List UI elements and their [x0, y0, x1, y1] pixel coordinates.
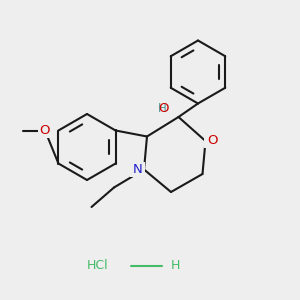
Bar [38, 123, 52, 138]
Bar [130, 162, 146, 177]
Text: N: N [133, 163, 143, 176]
Text: O: O [207, 134, 217, 148]
Bar [204, 134, 220, 148]
Text: H: H [171, 259, 180, 272]
Text: O: O [158, 101, 169, 115]
Text: H: H [158, 101, 167, 115]
Text: HCl: HCl [86, 259, 108, 272]
Text: O: O [40, 124, 50, 137]
Bar [150, 101, 177, 115]
